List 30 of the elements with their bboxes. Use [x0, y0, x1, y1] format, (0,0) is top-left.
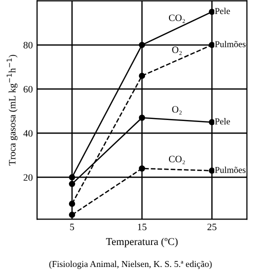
point — [208, 119, 216, 126]
point — [138, 42, 146, 48]
point — [68, 212, 76, 218]
point — [208, 168, 216, 174]
point — [68, 174, 76, 180]
x-axis-title: Temperatura (ºC) — [106, 238, 178, 248]
point — [208, 8, 216, 15]
point — [208, 42, 216, 48]
point — [138, 72, 146, 79]
y-tick-label: 80 — [24, 42, 33, 48]
y-tick-label: 60 — [24, 86, 33, 93]
point — [68, 200, 76, 207]
y-tick-label: 20 — [24, 174, 33, 181]
annotation: CO₂ — [168, 156, 185, 164]
series-label: Pele — [214, 8, 230, 14]
x-tick-label: 25 — [208, 224, 216, 230]
x-tick-label: 15 — [138, 224, 146, 230]
point — [68, 180, 76, 188]
series-label: Pele — [214, 118, 230, 124]
annotation: O₂ — [172, 46, 182, 55]
annotation: O₂ — [172, 106, 182, 115]
series-label: Pulmões — [214, 40, 246, 48]
series-label: Pulmões — [214, 166, 246, 173]
y-tick-label: 40 — [23, 130, 33, 137]
point — [138, 114, 146, 121]
y-axis-title: Troca gasosa (mL kg$^{−1}$h$^{−1}$) — [6, 54, 18, 166]
text: (Fisiologia Animal, Nielsen, K. S. 5.ª edição) — [49, 260, 212, 269]
point — [138, 165, 146, 172]
x-tick-label: 5 — [70, 224, 74, 230]
annotation: CO₂ — [168, 14, 185, 23]
